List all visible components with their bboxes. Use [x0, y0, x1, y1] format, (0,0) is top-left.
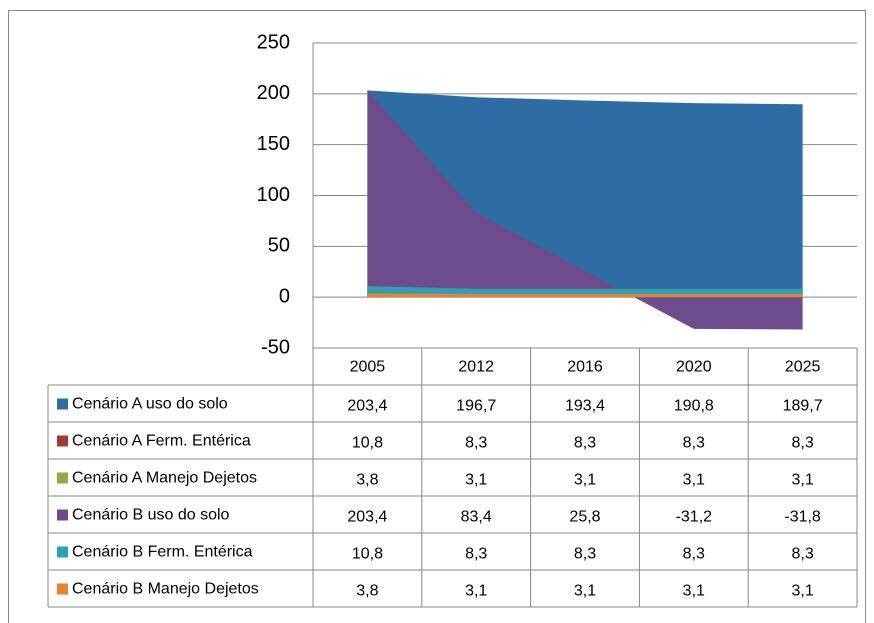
- legend-key: [57, 509, 68, 521]
- table-value: 203,4: [347, 509, 387, 526]
- table-value: 3,1: [791, 472, 813, 489]
- legend-label: Cenário A uso do solo: [72, 396, 228, 413]
- table-value: 8,3: [465, 435, 487, 452]
- legend-label: Cenário A Manejo Dejetos: [72, 470, 257, 487]
- x-tick-label: 2005: [350, 359, 386, 376]
- area: [367, 293, 803, 298]
- y-tick-label: 150: [257, 133, 290, 155]
- table-value: 196,7: [456, 398, 496, 415]
- x-tick-label: 2025: [785, 359, 821, 376]
- y-tick-label: 0: [279, 285, 290, 307]
- table-value: 3,1: [791, 583, 813, 600]
- table-value: 189,7: [783, 398, 823, 415]
- legend-label: Cenário B Manejo Dejetos: [72, 581, 259, 598]
- table-value: 10,8: [352, 435, 383, 452]
- table-value: 3,1: [683, 583, 705, 600]
- table-value: 8,3: [574, 546, 596, 563]
- y-tick-label: 50: [268, 235, 290, 257]
- y-tick-label: 100: [257, 184, 290, 206]
- legend-label: Cenário B uso do solo: [72, 507, 230, 524]
- table-value: 3,1: [465, 472, 487, 489]
- table-value: 3,1: [683, 472, 705, 489]
- y-tick-label: 250: [257, 31, 290, 53]
- table-value: 190,8: [674, 398, 714, 415]
- legend-key: [57, 398, 68, 410]
- table-value: -31,8: [784, 509, 821, 526]
- y-tick-label: 200: [257, 82, 290, 104]
- table-value: 3,8: [356, 583, 378, 600]
- table-value: 193,4: [565, 398, 605, 415]
- table-value: 8,3: [683, 435, 705, 452]
- area: [367, 90, 803, 330]
- y-tick-label: -50: [261, 336, 290, 358]
- legend-key: [57, 435, 68, 447]
- table-value: -31,2: [676, 509, 713, 526]
- legend-key: [57, 583, 68, 595]
- table-value: 3,1: [465, 583, 487, 600]
- table-value: 25,8: [569, 509, 600, 526]
- legend-label: Cenário B Ferm. Entérica: [72, 544, 253, 561]
- table-value: 8,3: [465, 546, 487, 563]
- x-tick-label: 2020: [676, 359, 712, 376]
- x-tick-label: 2016: [567, 359, 603, 376]
- table-value: 203,4: [347, 398, 387, 415]
- legend-label: Cenário A Ferm. Entérica: [72, 433, 251, 450]
- table-value: 10,8: [352, 546, 383, 563]
- legend-key: [57, 472, 68, 484]
- table-value: 3,8: [356, 472, 378, 489]
- legend-key: [57, 546, 68, 558]
- table-value: 8,3: [791, 546, 813, 563]
- table-value: 3,1: [574, 583, 596, 600]
- table-value: 83,4: [461, 509, 492, 526]
- table-value: 8,3: [683, 546, 705, 563]
- table-value: 8,3: [574, 435, 596, 452]
- x-tick-label: 2012: [458, 359, 494, 376]
- table-value: 3,1: [574, 472, 596, 489]
- table-value: 8,3: [791, 435, 813, 452]
